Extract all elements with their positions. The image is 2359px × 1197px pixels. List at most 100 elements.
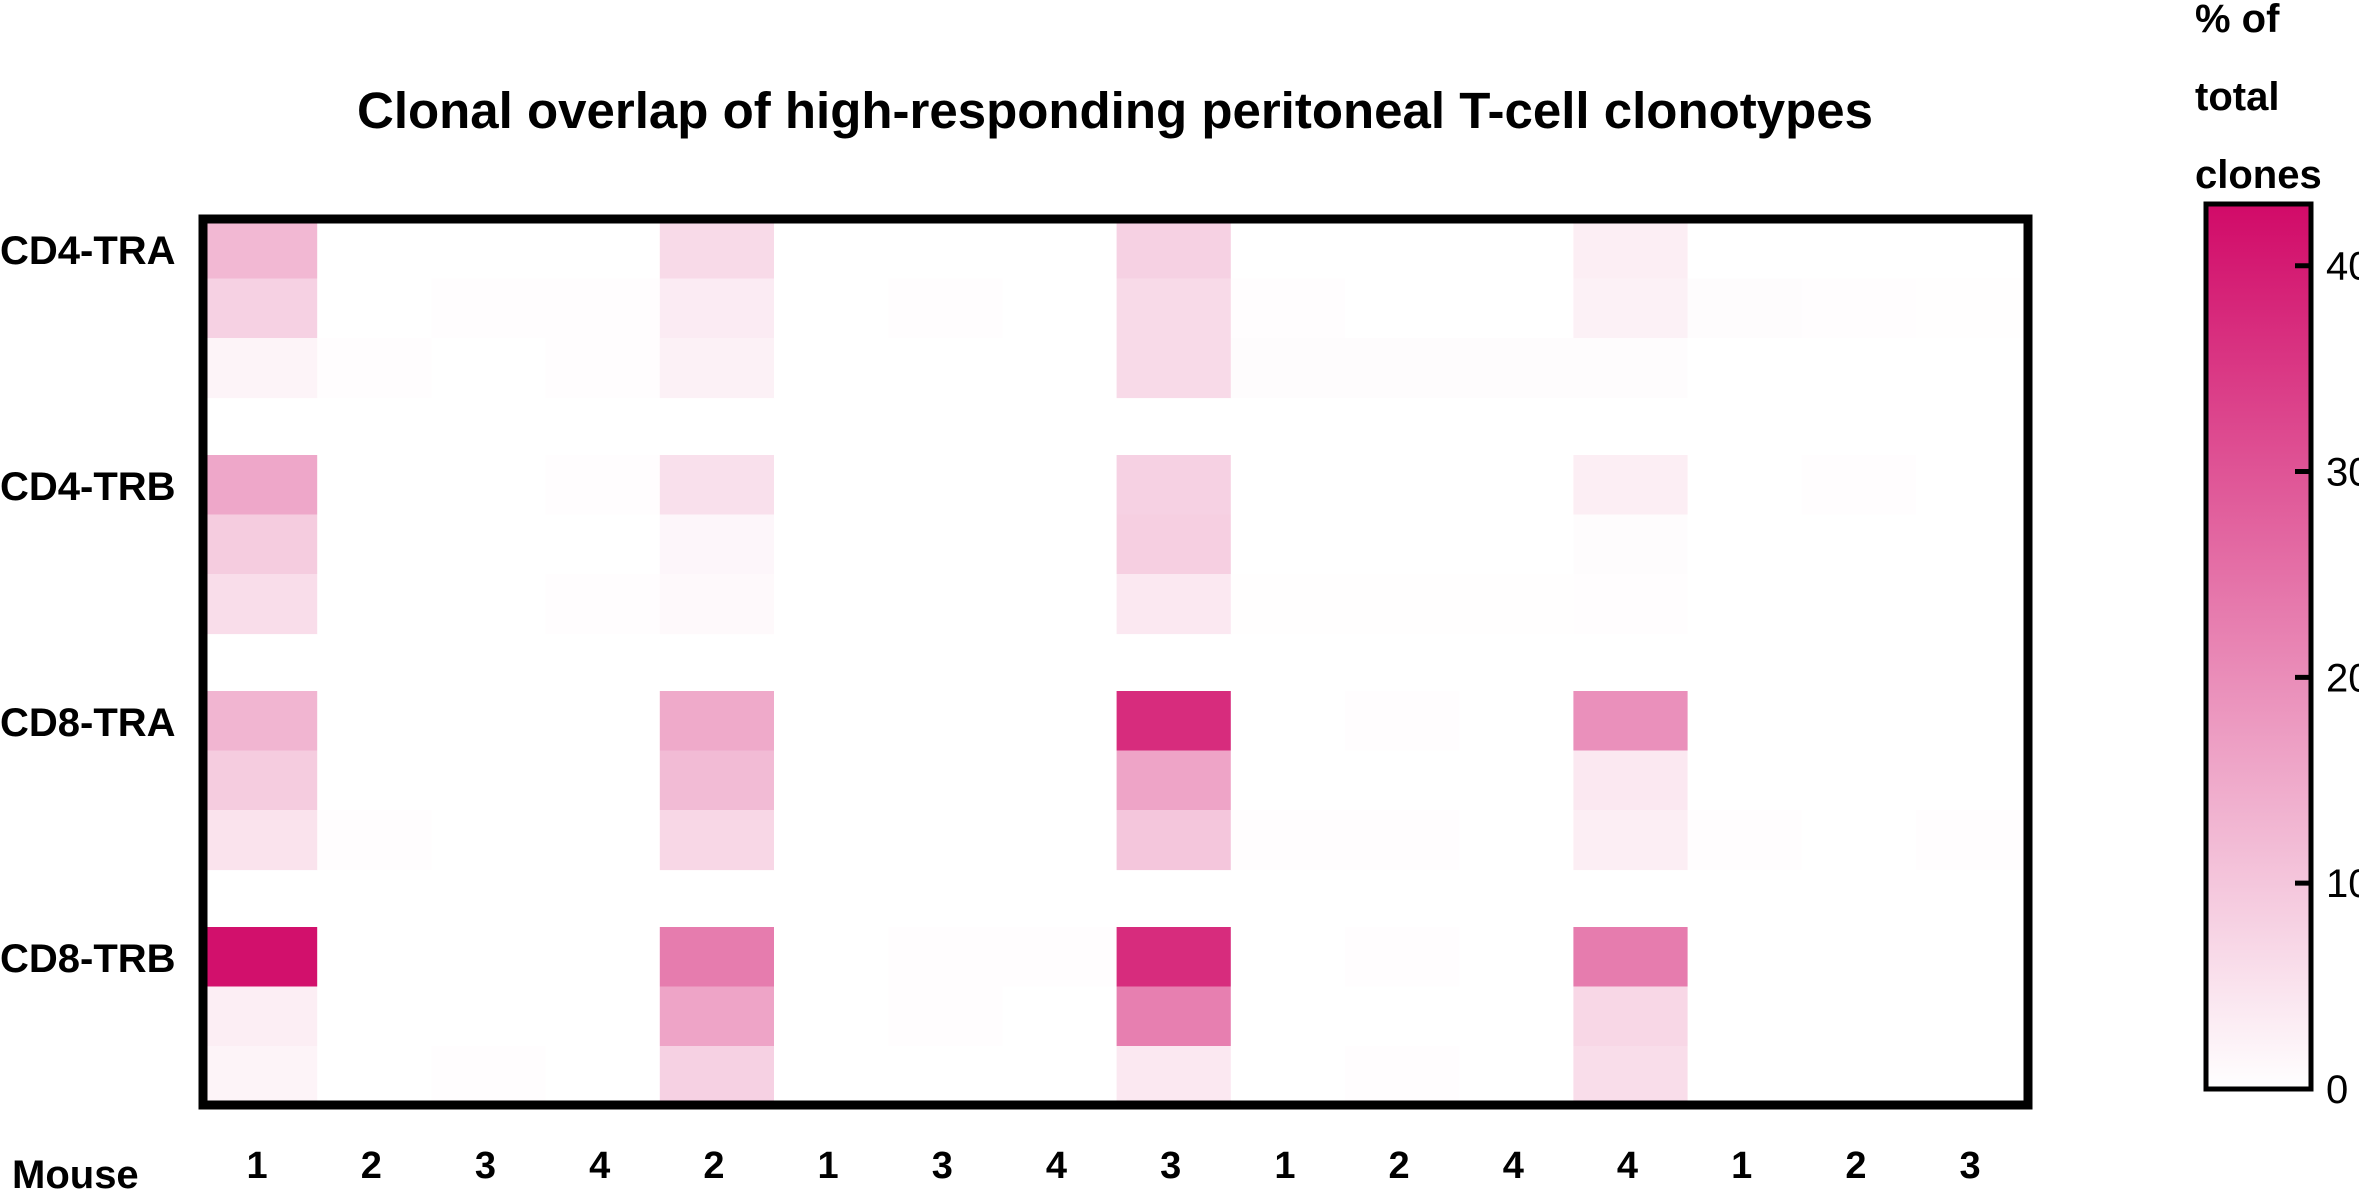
colorbar-title-line-3: clones: [2195, 153, 2322, 197]
heatmap-cell: [317, 691, 432, 752]
heatmap-cell: [1230, 514, 1346, 575]
heatmap-cell: [317, 927, 432, 988]
heatmap-cell: [774, 455, 889, 516]
column-label: 2: [1389, 1145, 1410, 1187]
heatmap-cell: [545, 927, 661, 988]
heatmap-cell: [659, 514, 775, 575]
heatmap-cell: [659, 986, 775, 1047]
heatmap-cell: [431, 278, 547, 339]
heatmap-cell: [1002, 514, 1118, 575]
heatmap-cell: [1116, 574, 1232, 635]
heatmap-cell: [1459, 219, 1574, 280]
heatmap-cell: [203, 338, 318, 399]
heatmap-cell: [1687, 278, 1803, 339]
heatmap-cell: [1916, 810, 2031, 871]
heatmap-cell: [545, 986, 661, 1047]
heatmap-cell: [1116, 1046, 1232, 1107]
heatmap-cell: [1916, 1046, 2031, 1107]
colorbar-ticks: 0 10 20 30 40: [2295, 245, 2359, 1112]
heatmap-cell: [1573, 750, 1689, 811]
heatmap-cell: [1345, 1046, 1460, 1107]
column-label: 4: [589, 1145, 610, 1187]
heatmap-cell: [1573, 278, 1689, 339]
heatmap-cell: [545, 278, 661, 339]
heatmap-cell: [1916, 455, 2031, 516]
heatmap-cell: [1230, 574, 1346, 635]
heatmap-cell: [1916, 514, 2031, 575]
heatmap-cell: [1345, 691, 1460, 752]
heatmap-cell: [888, 278, 1003, 339]
heatmap-cell: [888, 691, 1003, 752]
column-label: 3: [932, 1145, 953, 1187]
heatmap-cell: [774, 986, 889, 1047]
heatmap-cell: [1801, 514, 1917, 575]
heatmap-cell: [659, 750, 775, 811]
heatmap-cell: [1916, 219, 2031, 280]
heatmap-cell: [1345, 927, 1460, 988]
heatmap-cell: [317, 986, 432, 1047]
column-label: 3: [1160, 1145, 1181, 1187]
heatmap-cell: [1687, 455, 1803, 516]
heatmap-cell: [317, 219, 432, 280]
heatmap-cell: [1002, 574, 1118, 635]
chart-title: Clonal overlap of high-responding perito…: [357, 82, 1873, 139]
heatmap-cell: [1459, 750, 1574, 811]
heatmap-cell: [1230, 750, 1346, 811]
heatmap-cell: [317, 810, 432, 871]
heatmap-cell: [1002, 338, 1118, 399]
heatmap-cell: [1345, 514, 1460, 575]
heatmap-cell: [317, 514, 432, 575]
heatmap-cell: [545, 219, 661, 280]
heatmap-cell: [1002, 810, 1118, 871]
heatmap-cell: [1459, 986, 1574, 1047]
heatmap-cell: [203, 750, 318, 811]
heatmap-cell: [1002, 750, 1118, 811]
heatmap-cell: [1116, 986, 1232, 1047]
heatmap-cell: [888, 338, 1003, 399]
colorbar-tick-label: 10: [2326, 862, 2359, 906]
heatmap-cell: [659, 691, 775, 752]
heatmap-cell: [1002, 455, 1118, 516]
heatmap-cell: [1801, 278, 1917, 339]
heatmap-cell: [1116, 219, 1232, 280]
heatmap-cell: [545, 514, 661, 575]
heatmap-cell: [1116, 338, 1232, 399]
heatmap-cell: [1801, 1046, 1917, 1107]
column-labels: 1 2 3 4 2 1 3 4 3 1 2 4 4 1 2 3: [247, 1145, 1981, 1187]
heatmap-cell: [1801, 927, 1917, 988]
heatmap-cell: [888, 514, 1003, 575]
heatmap-cell: [1116, 278, 1232, 339]
heatmap-cell: [317, 574, 432, 635]
heatmap-cell: [659, 927, 775, 988]
heatmap-cell: [1687, 514, 1803, 575]
heatmap-cell: [1002, 278, 1118, 339]
heatmap-cell: [888, 986, 1003, 1047]
heatmap-cell: [1687, 219, 1803, 280]
column-label: 4: [1046, 1145, 1067, 1187]
heatmap-cell: [659, 278, 775, 339]
heatmap-cell: [431, 574, 547, 635]
heatmap-cell: [1687, 810, 1803, 871]
column-label: 2: [703, 1145, 724, 1187]
heatmap-cell: [774, 750, 889, 811]
heatmap-cells: [203, 219, 2031, 1107]
heatmap-cell: [888, 219, 1003, 280]
heatmap-cell: [1345, 455, 1460, 516]
heatmap-cell: [774, 1046, 889, 1107]
heatmap-cell: [1116, 927, 1232, 988]
heatmap-cell: [317, 455, 432, 516]
heatmap-cell: [1801, 338, 1917, 399]
heatmap-cell: [1002, 691, 1118, 752]
heatmap-cell: [1230, 1046, 1346, 1107]
column-label: 1: [1731, 1145, 1752, 1187]
heatmap-cell: [431, 691, 547, 752]
heatmap-cell: [1687, 1046, 1803, 1107]
heatmap-cell: [431, 514, 547, 575]
heatmap-cell: [774, 574, 889, 635]
heatmap-cell: [1459, 927, 1574, 988]
heatmap-cell: [545, 810, 661, 871]
heatmap-cell: [1116, 455, 1232, 516]
row-group-label: CD8-TRB: [0, 937, 176, 981]
heatmap-cell: [1687, 338, 1803, 399]
